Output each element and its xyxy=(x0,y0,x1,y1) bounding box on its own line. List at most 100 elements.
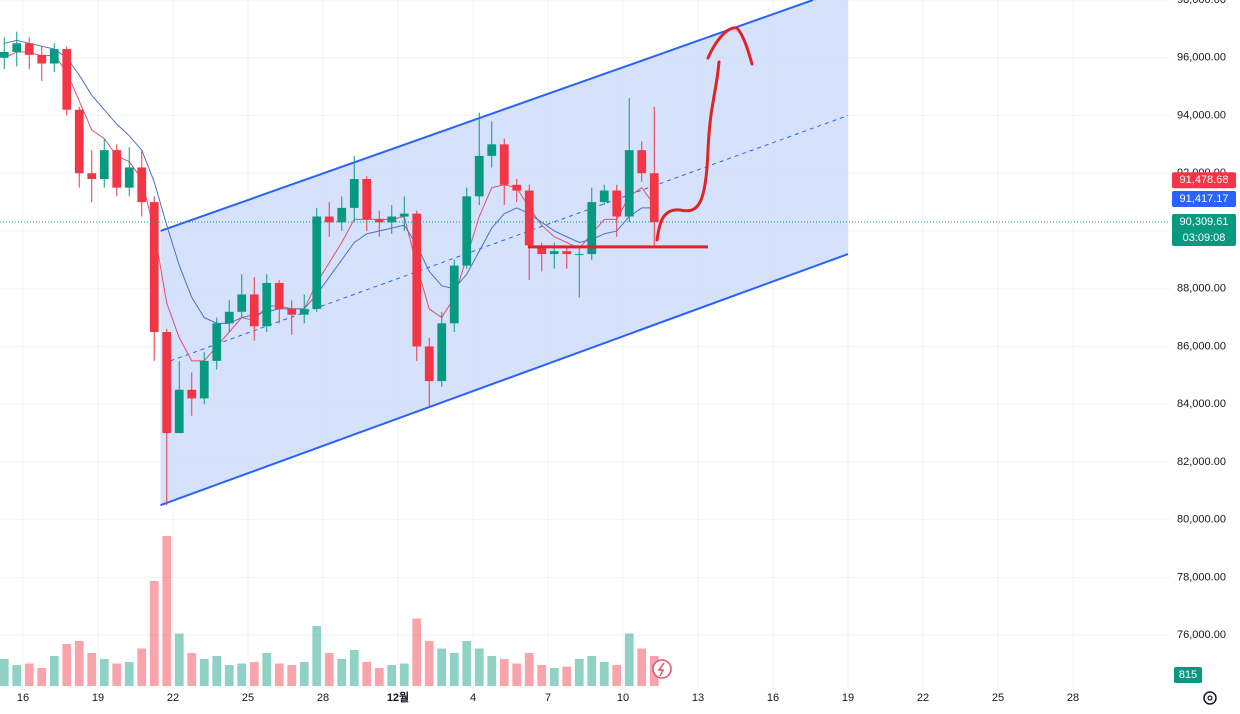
volume-bar xyxy=(174,633,184,686)
volume-bar xyxy=(0,659,9,686)
volume-bar xyxy=(549,668,559,686)
volume-bar xyxy=(562,666,572,686)
volume-bar xyxy=(87,653,97,686)
x-tick-label: 12월 xyxy=(387,690,409,704)
candle-body xyxy=(224,311,234,324)
candle-body xyxy=(649,173,659,223)
volume-bar xyxy=(612,665,622,686)
x-tick-label: 10 xyxy=(617,692,629,704)
volume-bar xyxy=(637,648,647,686)
x-tick-label: 7 xyxy=(545,692,551,704)
x-tick-label: 16 xyxy=(17,692,29,704)
volume-bar xyxy=(187,653,197,686)
volume-bar xyxy=(462,641,472,686)
volume-label: 815 xyxy=(1179,669,1197,681)
y-tick-label: 78,000.00 xyxy=(1177,571,1226,583)
candle-body xyxy=(12,43,22,52)
x-tick-label: 28 xyxy=(317,692,329,704)
candle-body xyxy=(599,190,609,203)
volume-bar xyxy=(74,641,84,686)
price-label-box xyxy=(1172,214,1236,247)
x-tick-label: 28 xyxy=(1067,692,1079,704)
candle-body xyxy=(49,49,59,64)
volume-bar xyxy=(524,653,534,686)
y-tick-label: 82,000.00 xyxy=(1177,456,1226,468)
volume-bar xyxy=(24,663,34,686)
candle-body xyxy=(537,245,547,255)
channel-fill xyxy=(160,0,848,506)
volume-bar xyxy=(312,626,322,686)
candle-body xyxy=(412,213,422,347)
volume-bar xyxy=(124,662,134,686)
event-icon-bolt xyxy=(657,662,665,677)
candle-body xyxy=(437,323,447,382)
settings-icon-center xyxy=(1207,695,1213,701)
candle-body xyxy=(512,184,522,191)
x-tick-label: 25 xyxy=(242,692,254,704)
volume-bar xyxy=(287,665,297,686)
price-label: 91,417.17 xyxy=(1180,193,1229,205)
candle-body xyxy=(637,150,647,174)
candle-body xyxy=(274,282,284,309)
y-tick-label: 80,000.00 xyxy=(1177,514,1226,526)
candle-body xyxy=(574,254,584,256)
candle-body xyxy=(399,213,409,217)
settings-icon[interactable] xyxy=(1203,691,1217,705)
volume-bar xyxy=(537,665,547,686)
volume-bar xyxy=(474,648,484,686)
volume-bar xyxy=(212,656,222,686)
x-tick-label: 19 xyxy=(92,692,104,704)
volume-bar xyxy=(512,663,522,686)
candle-body xyxy=(449,265,459,324)
candle-body xyxy=(524,190,534,246)
countdown: 03:09:08 xyxy=(1183,232,1226,244)
candle-body xyxy=(612,190,622,217)
candle-body xyxy=(462,196,472,266)
candle-body xyxy=(212,323,222,361)
candle-body xyxy=(387,216,397,223)
volume-bar xyxy=(149,581,159,686)
candle-body xyxy=(162,332,172,434)
candle-body xyxy=(287,308,297,315)
volume-bar xyxy=(162,536,172,686)
candle-body xyxy=(149,202,159,333)
volume-bar xyxy=(449,653,459,686)
candle-body xyxy=(424,346,434,382)
candle-body xyxy=(474,155,484,197)
event-icon[interactable] xyxy=(652,659,672,679)
moving-average xyxy=(4,39,655,324)
volume-bar xyxy=(12,665,22,686)
y-tick-label: 88,000.00 xyxy=(1177,283,1226,295)
x-tick-label: 13 xyxy=(692,692,704,704)
volume-bar xyxy=(387,665,397,686)
volume-bar xyxy=(437,648,447,686)
volume-bar xyxy=(412,618,422,686)
volume-bar xyxy=(624,633,634,686)
volume-bar xyxy=(499,659,509,686)
volume-bar xyxy=(62,644,72,686)
price-label: 90,309.61 xyxy=(1180,216,1229,228)
channel-middle xyxy=(170,115,849,362)
candle-body xyxy=(99,150,109,179)
candle-body xyxy=(124,167,134,188)
x-tick-label: 16 xyxy=(767,692,779,704)
price-label-box xyxy=(1172,172,1236,189)
candle-body xyxy=(499,144,509,185)
volume-bar xyxy=(199,659,209,686)
volume-bar xyxy=(99,659,109,686)
candle-body xyxy=(362,178,372,220)
candle-body xyxy=(624,150,634,217)
y-tick-label: 94,000.00 xyxy=(1177,109,1226,121)
candle-body xyxy=(312,216,322,309)
x-tick-label: 25 xyxy=(992,692,1004,704)
volume-bar xyxy=(337,659,347,686)
volume-label-box xyxy=(1174,667,1202,683)
candle-body xyxy=(62,49,72,110)
volume-bar xyxy=(399,663,409,686)
candle-body xyxy=(74,109,84,174)
candle-body xyxy=(112,150,122,188)
x-tick-label: 22 xyxy=(917,692,929,704)
y-tick-label: 84,000.00 xyxy=(1177,398,1226,410)
volume-bar xyxy=(224,665,234,686)
